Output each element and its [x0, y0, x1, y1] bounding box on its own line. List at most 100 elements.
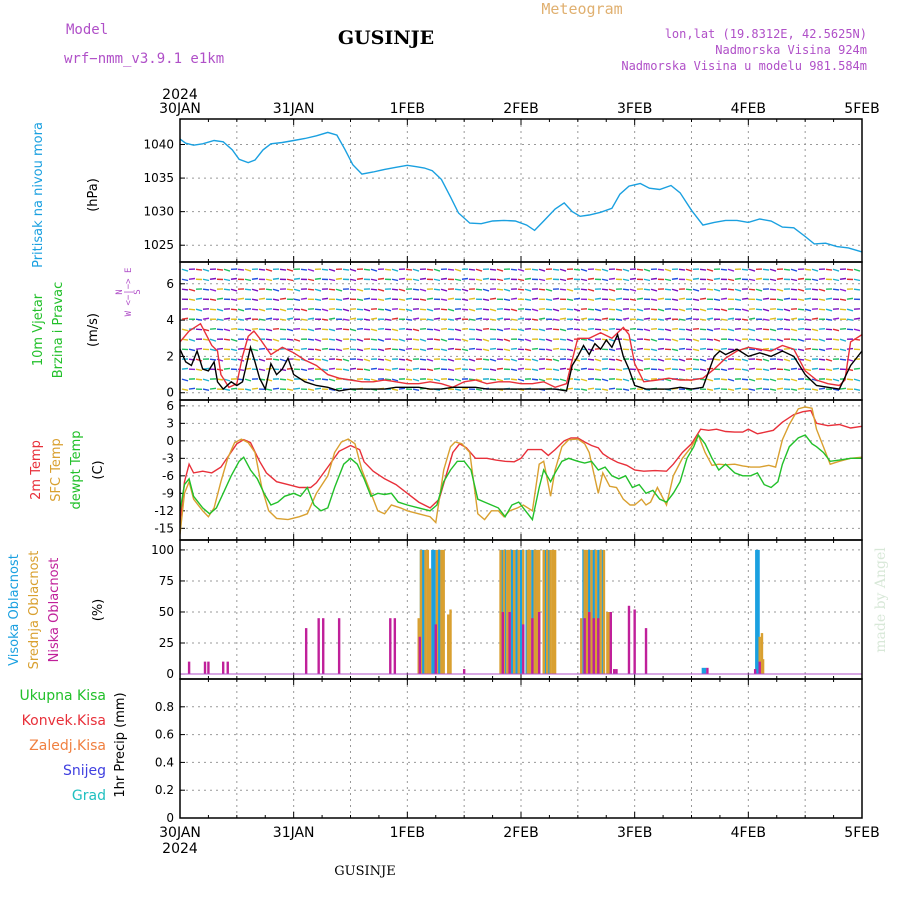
wind-barb: [349, 317, 357, 320]
wind-barb: [426, 368, 434, 372]
cloud-bar: [590, 549, 593, 675]
wind-barb: [405, 318, 413, 321]
wind-barb: [629, 298, 637, 302]
wind-barb: [846, 328, 854, 331]
wind-barb: [356, 358, 364, 361]
wind-barb: [832, 338, 840, 341]
wind-barb: [692, 277, 700, 280]
wind-barb: [363, 268, 371, 271]
wind-barb: [608, 358, 616, 361]
wind-barb: [538, 378, 546, 382]
wind-barb: [678, 358, 686, 362]
wind-barb: [237, 297, 245, 300]
wind-barb: [328, 367, 336, 370]
wind-barb: [307, 278, 315, 282]
watermark: made by Angel: [873, 547, 889, 653]
wind-barb: [713, 387, 721, 390]
wind-barb: [230, 387, 238, 390]
wind-barb: [496, 317, 504, 320]
wind-barb: [461, 277, 469, 280]
wind-barb: [363, 328, 371, 331]
wind-barb: [321, 268, 329, 271]
wind-barb: [720, 328, 728, 331]
wind-barb: [643, 268, 651, 272]
wind-barb: [391, 328, 399, 332]
wind-ylabel: 10m Vjetar Brzina i Pravac (m/s): [31, 282, 101, 379]
wind-barb: [664, 378, 672, 382]
wind-barb: [832, 367, 840, 370]
wind-barb: [573, 308, 581, 312]
wind-barb: [692, 348, 700, 352]
wind-barb: [279, 308, 287, 312]
wind-barb: [426, 297, 434, 300]
wind-barb: [517, 317, 525, 320]
wind-barb: [496, 328, 504, 332]
model-name: wrf−nmm_v3.9.1 e1km: [64, 51, 224, 67]
wind-barb: [650, 308, 658, 311]
wind-barb: [839, 338, 847, 342]
wind-barb: [517, 328, 525, 332]
wind-barb: [286, 268, 294, 272]
wind-barb: [314, 288, 322, 292]
wind-barb: [594, 297, 602, 300]
wind-barb: [181, 268, 189, 272]
wind-barb: [489, 297, 497, 300]
wind-barb: [804, 268, 812, 271]
wind-barb: [496, 288, 504, 291]
cloud-bar: [322, 618, 325, 675]
cloud-bar: [437, 549, 441, 675]
wind-barb: [475, 328, 483, 332]
wind-barb: [412, 378, 420, 382]
bottom-date-label: 5FEB: [844, 825, 879, 841]
wind-barb: [454, 288, 462, 291]
wind-barb: [433, 328, 441, 332]
wind-barb: [356, 338, 364, 342]
wind-barb: [314, 348, 322, 352]
y-tick-label: 75: [159, 574, 174, 588]
wind-barb: [391, 338, 399, 341]
wind-barb: [552, 308, 560, 312]
temp-ylabel-unit: (C): [91, 460, 106, 479]
wind-barb: [468, 318, 476, 321]
wind-barb: [405, 347, 413, 350]
wind-barb: [349, 268, 357, 272]
wind-barb: [307, 378, 315, 382]
wind-barb: [678, 368, 686, 372]
cloud-ylabel-unit: (%): [91, 599, 106, 622]
wind-barb: [741, 378, 749, 381]
wind-barb: [377, 288, 385, 292]
wind-barb: [846, 308, 854, 312]
wind-barb: [706, 278, 714, 282]
wind-barb: [342, 297, 350, 300]
wind-barb: [363, 378, 371, 381]
wind-barb: [475, 288, 483, 291]
wind-barb: [797, 387, 805, 390]
wind-barb: [755, 308, 763, 311]
wind-barb: [636, 308, 644, 312]
wind-barb: [566, 327, 574, 330]
wind-barb: [832, 288, 840, 291]
wind-barb: [349, 288, 357, 291]
wind-barb: [853, 268, 861, 272]
wind-barb: [286, 388, 294, 391]
wind-barb: [335, 277, 343, 280]
wind-barb: [279, 328, 287, 331]
wind-barb: [349, 338, 357, 341]
wind-barb: [538, 338, 546, 341]
wind-barb: [237, 358, 245, 362]
wind-barb: [482, 338, 490, 342]
wind-barb: [468, 328, 476, 331]
wind-barb: [468, 297, 476, 300]
wind-barb: [776, 298, 784, 302]
station-title: GUSINJE: [338, 27, 434, 49]
watermark-text: made by Angel: [873, 547, 889, 653]
wind-barb: [237, 328, 245, 331]
wind-barb: [335, 338, 343, 342]
wind-barb: [839, 387, 847, 390]
wind-barb: [797, 308, 805, 311]
wind-barb: [601, 378, 609, 382]
cloud-bar: [758, 661, 761, 675]
wind-barb: [447, 347, 455, 350]
wind-barb: [713, 298, 721, 302]
